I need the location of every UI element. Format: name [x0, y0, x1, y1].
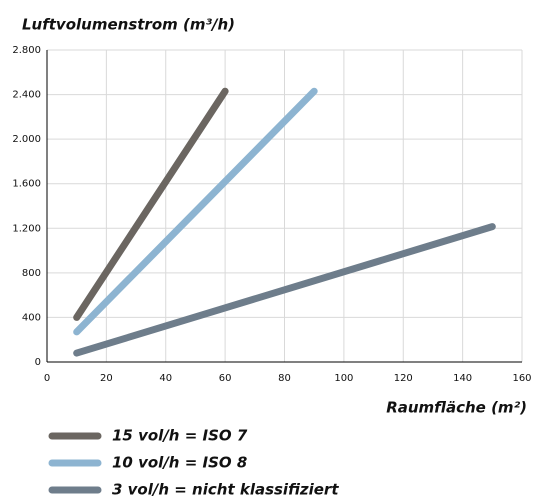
- y-tick-label: 800: [22, 268, 41, 279]
- y-tick-label: 400: [22, 312, 41, 323]
- x-axis-label: Raumfläche (m²): [386, 399, 527, 417]
- x-tick-label: 20: [100, 373, 113, 384]
- x-tick-label: 100: [334, 373, 353, 384]
- x-tick-label: 80: [278, 373, 291, 384]
- series-line: [73, 87, 229, 321]
- x-tick-label: 40: [159, 373, 172, 384]
- legend-label: 10 vol/h = ISO 8: [112, 454, 247, 472]
- y-tick-label: 2.000: [12, 134, 41, 145]
- x-tick-label: 160: [512, 373, 531, 384]
- legend-label: 15 vol/h = ISO 7: [112, 427, 248, 445]
- y-tick-label: 1.200: [12, 223, 41, 234]
- y-tick-label: 1.600: [12, 179, 41, 190]
- y-tick-label: 2.800: [12, 45, 41, 56]
- y-tick-label: 2.400: [12, 90, 41, 101]
- chart-title: Luftvolumenstrom (m³/h): [22, 16, 235, 34]
- x-tick-label: 140: [453, 373, 472, 384]
- legend-label: 3 vol/h = nicht klassifiziert: [112, 481, 339, 499]
- y-tick-label: 0: [35, 357, 41, 368]
- x-tick-label: 0: [44, 373, 50, 384]
- series-line: [73, 223, 496, 357]
- x-tick-label: 60: [219, 373, 232, 384]
- x-tick-label: 120: [394, 373, 413, 384]
- series-line: [73, 87, 318, 336]
